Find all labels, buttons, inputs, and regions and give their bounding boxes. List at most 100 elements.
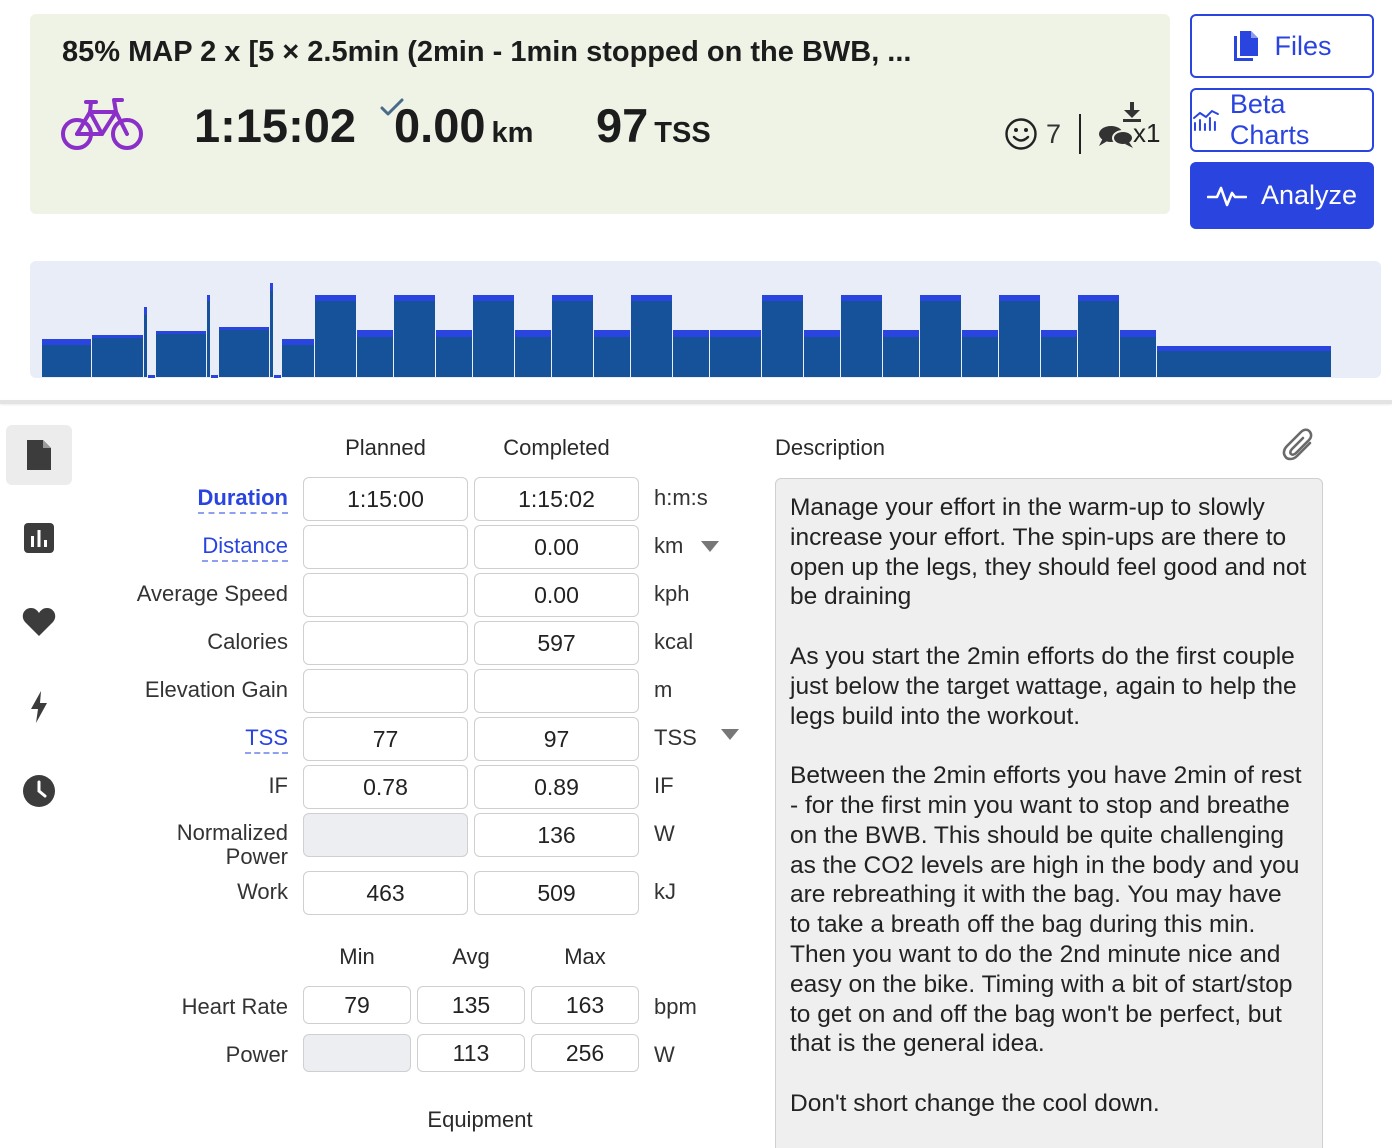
interval-bar[interactable]: [804, 337, 840, 377]
planned-calories-input[interactable]: [303, 621, 468, 665]
interval-bar[interactable]: [883, 337, 919, 377]
hr-max-input[interactable]: 163: [531, 986, 639, 1024]
rail-charts-tab[interactable]: [6, 508, 72, 568]
smile-icon: [1005, 118, 1037, 150]
description-textarea[interactable]: Manage your effort in the warm-up to slo…: [775, 478, 1323, 1148]
rail-power-tab[interactable]: [6, 677, 72, 737]
planned-duration-input[interactable]: 1:15:00: [303, 477, 468, 521]
completed-calories-input[interactable]: 597: [474, 621, 639, 665]
distance-unit-dropdown[interactable]: [701, 541, 719, 552]
completed-work-input[interactable]: 509: [474, 871, 639, 915]
equipment-header: Equipment: [427, 1107, 533, 1132]
paperclip-icon[interactable]: [1282, 426, 1316, 464]
tss-stat: 97 TSS: [596, 98, 711, 153]
interval-bar[interactable]: [473, 301, 514, 377]
rail-heart-tab[interactable]: [6, 592, 72, 652]
planned-elevation-input[interactable]: [303, 669, 468, 713]
np-unit: W: [654, 821, 675, 846]
comment-count: x1: [1133, 118, 1161, 148]
bike-icon: [61, 98, 143, 150]
heart-rate-label: Heart Rate: [181, 994, 288, 1019]
divider: [1079, 114, 1082, 154]
average-speed-label: Average Speed: [136, 581, 288, 606]
planned-if-input[interactable]: 0.78: [303, 765, 468, 809]
elevation-gain-label: Elevation Gain: [144, 677, 288, 702]
interval-bar[interactable]: [144, 315, 147, 377]
interval-bar[interactable]: [1078, 301, 1119, 377]
max-column-header: Max: [564, 944, 606, 969]
interval-bar[interactable]: [394, 301, 435, 377]
planned-distance-input[interactable]: [303, 525, 468, 569]
workout-structure-chart[interactable]: [30, 261, 1381, 378]
analyze-button[interactable]: Analyze: [1190, 162, 1374, 229]
duration-label[interactable]: Duration: [197, 485, 288, 514]
interval-bar[interactable]: [282, 345, 314, 377]
completed-distance-input[interactable]: 0.00: [474, 525, 639, 569]
beta-charts-button[interactable]: Beta Charts: [1190, 88, 1374, 152]
interval-bar[interactable]: [1041, 337, 1077, 377]
interval-bar[interactable]: [515, 337, 551, 377]
interval-bar[interactable]: [673, 337, 709, 377]
interval-bar[interactable]: [1157, 351, 1331, 377]
interval-target: [219, 327, 269, 330]
interval-bar[interactable]: [920, 301, 961, 377]
interval-target: [1157, 346, 1331, 351]
analyze-label: Analyze: [1260, 180, 1358, 210]
power-label: Power: [225, 1042, 288, 1067]
interval-bar[interactable]: [962, 337, 998, 377]
description-label: Description: [775, 435, 886, 460]
interval-bar[interactable]: [594, 337, 630, 377]
interval-target: [156, 331, 206, 334]
completed-speed-input[interactable]: 0.00: [474, 573, 639, 617]
interval-target: [883, 330, 919, 337]
completed-np-input[interactable]: 136: [474, 813, 639, 857]
interval-bar[interactable]: [552, 301, 593, 377]
rail-details-tab[interactable]: [6, 425, 72, 485]
tss-method-dropdown[interactable]: [721, 729, 739, 740]
interval-target: [962, 330, 998, 337]
feel-rating[interactable]: 7 x1: [1004, 102, 1163, 154]
completed-if-input[interactable]: 0.89: [474, 765, 639, 809]
interval-bar[interactable]: [270, 291, 273, 377]
power-max-input[interactable]: 256: [531, 1034, 639, 1072]
completed-elevation-input[interactable]: [474, 669, 639, 713]
calories-unit: kcal: [654, 629, 694, 654]
tss-label[interactable]: TSS: [245, 725, 288, 754]
elevation-unit: m: [654, 677, 673, 702]
interval-bar[interactable]: [762, 301, 803, 377]
completed-duration-input[interactable]: 1:15:02: [474, 477, 639, 521]
distance-label[interactable]: Distance: [202, 533, 288, 562]
interval-bar[interactable]: [42, 345, 91, 377]
speed-unit: kph: [654, 581, 690, 606]
files-button[interactable]: Files: [1190, 14, 1374, 78]
interval-bar[interactable]: [156, 333, 206, 377]
interval-bar[interactable]: [999, 301, 1040, 377]
comments-button[interactable]: x1: [1093, 102, 1163, 154]
interval-target: [436, 330, 472, 337]
interval-bar[interactable]: [631, 301, 672, 377]
hr-avg-input[interactable]: 135: [417, 986, 525, 1024]
completed-tss-input[interactable]: 97: [474, 717, 639, 761]
rail-history-tab[interactable]: [6, 761, 72, 821]
interval-target: [804, 330, 840, 337]
interval-target: [631, 295, 672, 301]
planned-np-input: [303, 813, 468, 857]
interval-bar[interactable]: [207, 301, 210, 377]
workout-title[interactable]: 85% MAP 2 x [5 × 2.5min (2min - 1min sto…: [62, 36, 912, 68]
planned-tss-input[interactable]: 77: [303, 717, 468, 761]
planned-speed-input[interactable]: [303, 573, 468, 617]
interval-bar[interactable]: [1120, 337, 1156, 377]
interval-bar[interactable]: [357, 337, 393, 377]
interval-target: [207, 295, 210, 301]
hr-min-input[interactable]: 79: [303, 986, 411, 1024]
interval-bar[interactable]: [92, 337, 143, 377]
interval-bar[interactable]: [436, 337, 472, 377]
interval-bar[interactable]: [710, 337, 761, 377]
planned-work-input[interactable]: 463: [303, 871, 468, 915]
interval-bar[interactable]: [219, 329, 269, 377]
normalized-power-label: Normalized Power: [177, 821, 288, 869]
interval-bar[interactable]: [841, 301, 882, 377]
power-avg-input[interactable]: 113: [417, 1034, 525, 1072]
distance-unit-label: km: [654, 533, 684, 558]
interval-bar[interactable]: [315, 301, 356, 377]
